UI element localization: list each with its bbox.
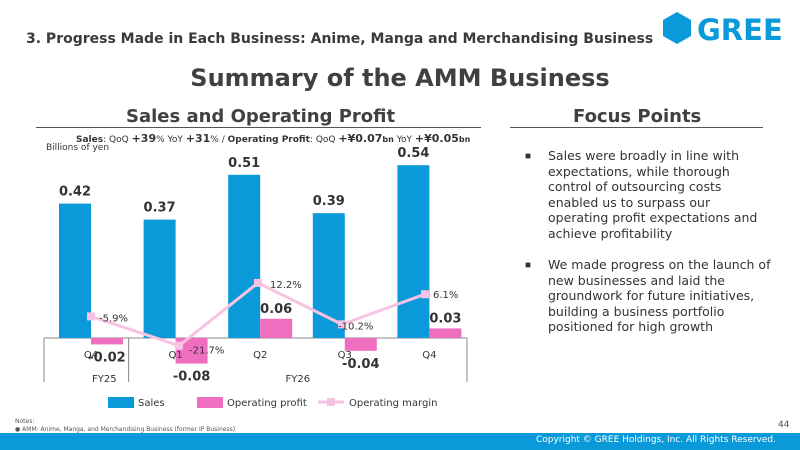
operating-margin-point [421, 290, 429, 299]
notes-heading: Notes: [15, 418, 35, 425]
logo-hexagon-icon [663, 12, 691, 44]
sales-bar [59, 203, 91, 338]
bullet-square-icon [525, 262, 531, 268]
unit-label: Billions of yen [46, 143, 110, 153]
bullet-square-icon [525, 153, 531, 159]
sales-label: 0.54 [397, 146, 429, 161]
operating-margin-label: -10.2% [338, 321, 373, 332]
operating-profit-label: -0.08 [173, 370, 210, 385]
list-item: We made progress on the launch of new bu… [522, 257, 772, 335]
x-tick-label: Q4 [422, 350, 436, 361]
legend-label-sales: Sales [138, 398, 165, 409]
sales-profit-chart: 0.42-0.02Q40.37-0.08Q10.510.06Q20.39-0.0… [43, 146, 468, 409]
x-tick-label: Q4 [84, 350, 98, 361]
sales-bar [228, 174, 261, 338]
fiscal-year-label: FY26 [286, 374, 311, 385]
x-tick-label: Q3 [338, 350, 352, 361]
x-tick-label: Q1 [168, 350, 182, 361]
operating-margin-point [254, 278, 262, 287]
legend-label-operating-profit: Operating profit [227, 398, 307, 409]
gree-logo: GREE [661, 10, 783, 48]
legend-swatch-operating-profit [197, 397, 223, 408]
note-item: ● AMM: Anime, Manga, and Merchandising B… [15, 426, 236, 433]
list-item: Sales were broadly in line with expectat… [522, 148, 772, 241]
chart-section-title: Sales and Operating Profit [126, 106, 396, 127]
sales-bar [143, 219, 176, 338]
operating-profit-bar [429, 328, 462, 338]
focus-point-text: We made progress on the launch of new bu… [548, 257, 771, 334]
notes: Notes: ● AMM: Anime, Manga, and Merchand… [15, 418, 235, 434]
divider-left [36, 127, 481, 128]
operating-profit-bar [260, 318, 293, 338]
footer-bar: Copyright © GREE Holdings, Inc. All Righ… [0, 433, 800, 450]
legend-swatch-sales [108, 397, 134, 408]
operating-profit-bar [91, 338, 123, 345]
sales-label: 0.39 [313, 194, 345, 209]
focus-section-title: Focus Points [573, 106, 702, 127]
operating-profit-bar [344, 338, 377, 351]
operating-margin-label: -21.7% [189, 346, 224, 357]
operating-profit-label: 0.03 [429, 311, 461, 326]
section-title: 3. Progress Made in Each Business: Anime… [26, 31, 654, 47]
operating-margin-point [87, 312, 95, 321]
logo-text: GREE [697, 13, 781, 47]
operating-profit-label: -0.04 [342, 357, 379, 372]
operating-margin-point [175, 341, 183, 350]
divider-right [510, 127, 763, 128]
growth-summary: Sales: QoQ +39% YoY +31% / Operating Pro… [76, 132, 471, 145]
legend-marker-operating-margin [327, 398, 335, 406]
focus-point-text: Sales were broadly in line with expectat… [548, 148, 758, 241]
fiscal-year-label: FY25 [92, 374, 117, 385]
sales-bar [397, 165, 430, 338]
page-number: 44 [778, 420, 790, 430]
focus-points-list: Sales were broadly in line with expectat… [522, 148, 772, 351]
sales-label: 0.37 [144, 201, 176, 216]
operating-margin-point [338, 320, 346, 329]
page-title: Summary of the AMM Business [190, 64, 610, 92]
operating-margin-label: 12.2% [270, 280, 302, 291]
operating-margin-label: 6.1% [433, 290, 458, 301]
sales-label: 0.51 [228, 156, 260, 171]
operating-margin-label: -5.9% [99, 313, 128, 324]
operating-profit-label: 0.06 [260, 302, 292, 317]
operating-profit-label: -0.02 [88, 350, 125, 365]
legend-label-operating-margin: Operating margin [349, 398, 437, 409]
sales-label: 0.42 [59, 185, 91, 200]
copyright: Copyright © GREE Holdings, Inc. All Righ… [535, 435, 776, 445]
x-tick-label: Q2 [253, 350, 267, 361]
